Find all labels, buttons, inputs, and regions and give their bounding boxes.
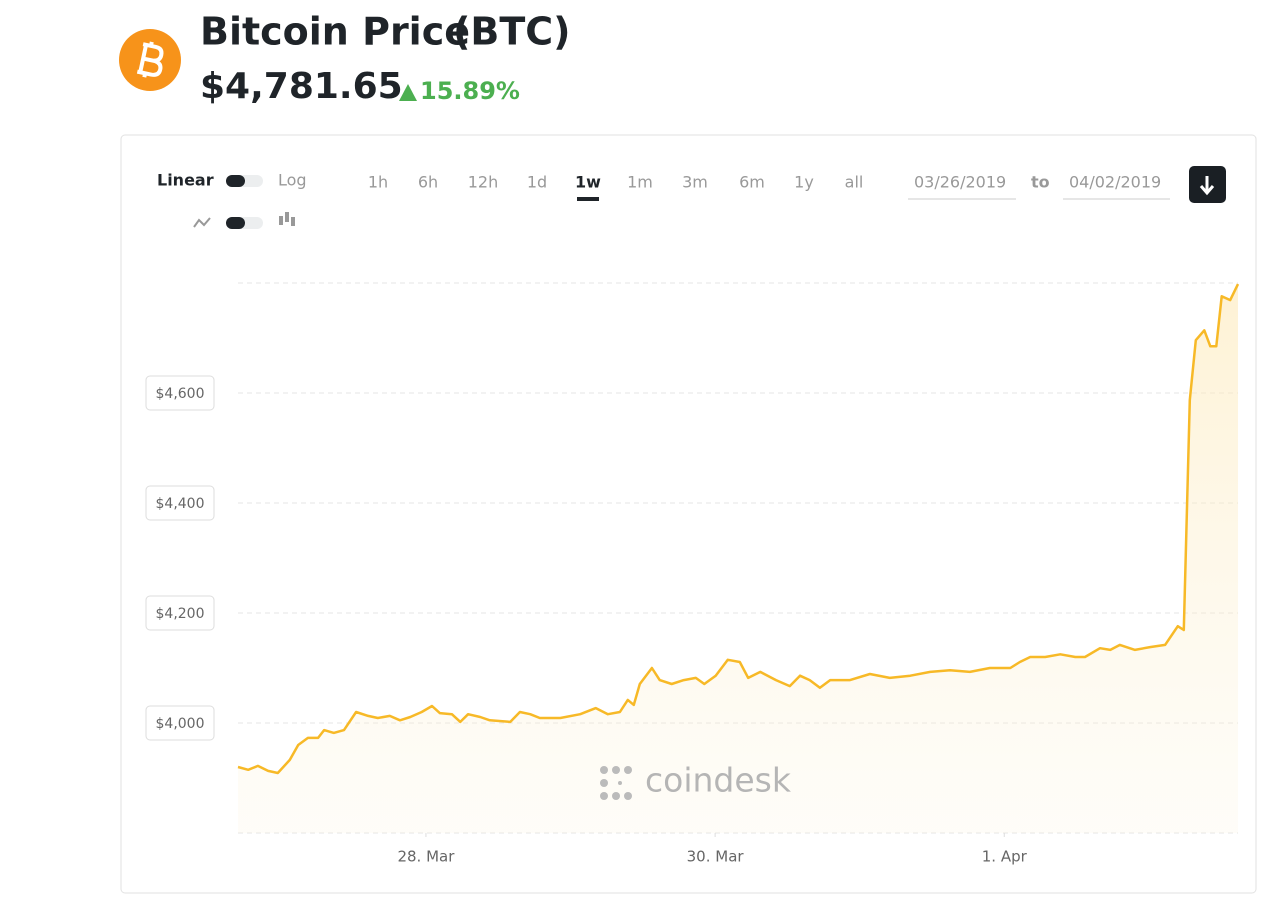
y-tick-label: $4,600 [156, 386, 205, 402]
watermark-text: coindesk [645, 761, 792, 800]
x-tick-label: 1. Apr [982, 848, 1028, 866]
y-tick-box [145, 595, 215, 631]
candle-icon[interactable] [279, 212, 295, 226]
range-underline [577, 197, 599, 201]
y-tick-label: $4,200 [156, 606, 205, 622]
scale-log[interactable]: Log [278, 171, 307, 190]
range-button[interactable]: 1h [368, 173, 388, 192]
change: 15.89% [420, 77, 520, 105]
range-button[interactable]: 12h [468, 173, 499, 192]
download-icon [1199, 176, 1215, 196]
watermark: coindesk [600, 761, 792, 800]
y-tick-box [145, 375, 215, 411]
range-button[interactable]: 6m [739, 173, 765, 192]
range-button[interactable]: 1w [575, 173, 601, 192]
scale-linear[interactable]: Linear [157, 171, 214, 190]
range-button[interactable]: 6h [418, 173, 438, 192]
price: $4,781.65 [200, 66, 403, 107]
area-fill [238, 284, 1238, 834]
y-tick-label: $4,400 [156, 496, 205, 512]
range-button[interactable]: 1y [794, 173, 814, 192]
up-arrow [399, 84, 417, 101]
range-button[interactable]: 1m [627, 173, 653, 192]
y-tick-label: $4,000 [156, 716, 205, 732]
price-line [237, 283, 1240, 775]
range-button[interactable]: 3m [682, 173, 708, 192]
x-tick-label: 28. Mar [397, 848, 455, 866]
range-button[interactable]: 1d [527, 173, 547, 192]
btc-symbol [136, 41, 164, 78]
symbol: (BTC) [453, 10, 571, 54]
type-toggle-knob [226, 217, 245, 229]
scale-toggle-knob [226, 175, 245, 187]
x-tick-label: 30. Mar [687, 848, 745, 866]
y-tick-box [145, 485, 215, 521]
title: Bitcoin Price [200, 10, 470, 54]
date-separator: to [1031, 173, 1050, 192]
y-tick-box [145, 705, 215, 741]
date-to[interactable]: 04/02/2019 [1069, 173, 1161, 192]
date-from[interactable]: 03/26/2019 [914, 173, 1006, 192]
range-button[interactable]: all [845, 173, 864, 192]
line-icon[interactable] [193, 217, 211, 228]
